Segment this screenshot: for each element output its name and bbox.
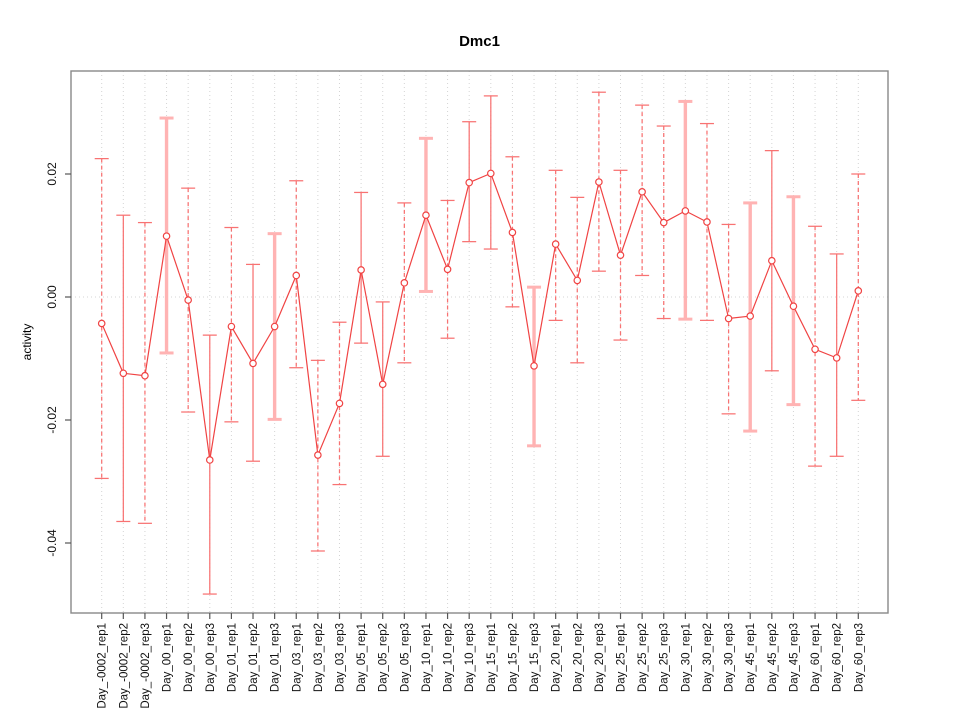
x-tick-label: Day_05_rep1 [356,623,368,692]
data-point-marker [314,451,322,459]
x-tick-label: Day_30_rep2 [702,623,714,692]
x-tick-label: Day_20_rep1 [551,623,563,692]
data-point-marker [378,380,387,389]
x-tick-label: Day_00_rep3 [205,623,217,692]
data-point-marker [357,266,365,274]
data-point-marker [854,287,863,295]
data-point-marker [292,271,301,280]
data-point-marker [508,228,517,237]
data-point-marker [443,265,452,274]
x-tick-label: Day_-0002_rep1 [97,623,109,709]
x-tick-label: Day_45_rep2 [767,623,779,692]
data-point-marker [119,369,128,378]
data-point-marker [595,178,603,186]
x-tick-label: Day_25_rep3 [659,623,671,692]
x-tick-label: Day_30_rep3 [724,623,736,692]
y-tick-label: -0.04 [45,529,59,557]
data-point-marker [832,354,841,362]
x-tick-label: Day_03_rep1 [291,623,303,692]
x-tick-label: Day_00_rep1 [162,623,174,692]
data-point-marker [141,371,149,380]
y-tick-label: 0.02 [45,162,59,186]
data-point-marker [616,251,625,259]
data-point-marker [638,188,646,196]
data-point-marker [811,345,819,354]
data-point-marker [162,232,171,240]
data-point-marker [487,169,495,178]
data-point-marker [768,256,776,265]
data-point-marker [659,218,668,227]
x-tick-label: Day_01_rep1 [226,623,238,692]
x-tick-label: Day_03_rep2 [313,623,325,692]
x-tick-label: Day_60_rep2 [832,623,844,692]
data-point-marker [746,312,755,320]
data-point-marker [703,218,711,226]
x-tick-label: Day_45_rep1 [745,623,757,692]
x-tick-label: Day_60_rep3 [853,623,865,692]
x-tick-label: Day_20_rep3 [594,623,606,692]
data-point-marker [335,399,344,408]
data-point-marker [97,319,106,328]
data-point-marker [530,362,538,370]
data-point-marker [681,207,690,215]
data-point-marker [400,279,409,287]
series-line [101,172,859,461]
x-tick-label: Day_60_rep1 [810,623,822,692]
x-tick-label: Day_30_rep1 [680,623,692,692]
x-tick-label: Day_15_rep2 [507,623,519,692]
x-tick-label: Day_05_rep2 [378,623,390,692]
data-point-marker [249,359,257,368]
x-tick-label: Day_10_rep1 [421,623,433,692]
data-point-marker [270,322,279,331]
x-tick-label: Day_45_rep3 [788,623,800,692]
x-tick-label: Day_-0002_rep2 [118,623,130,709]
data-point-marker [184,296,192,304]
plot-border [70,70,889,614]
x-tick-label: Day_01_rep3 [270,623,282,692]
y-axis-label: activity [20,323,34,361]
x-tick-label: Day_15_rep3 [529,623,541,692]
x-tick-label: Day_10_rep3 [464,623,476,692]
y-tick-label: -0.02 [45,406,59,434]
x-tick-label: Day_25_rep2 [637,623,649,692]
y-tick-label: 0.00 [45,285,59,309]
x-tick-label: Day_10_rep2 [443,623,455,692]
data-point-marker [205,456,214,464]
x-tick-label: Day_05_rep3 [399,623,411,692]
data-point-marker [422,211,430,220]
data-point-marker [789,302,798,311]
x-tick-label: Day_03_rep3 [334,623,346,692]
x-tick-label: Day_15_rep1 [486,623,498,692]
data-point-marker [573,276,582,285]
data-point-marker [551,240,560,248]
x-tick-label: Day_-0002_rep3 [140,623,152,709]
x-tick-label: Day_01_rep2 [248,623,260,692]
data-point-marker [465,178,473,187]
data-point-marker [724,314,733,323]
x-tick-label: Day_25_rep1 [616,623,628,692]
x-tick-label: Day_20_rep2 [572,623,584,692]
data-point-marker [227,322,236,331]
x-tick-label: Day_00_rep2 [183,623,195,692]
chart-title: Dmc1 [459,33,500,50]
